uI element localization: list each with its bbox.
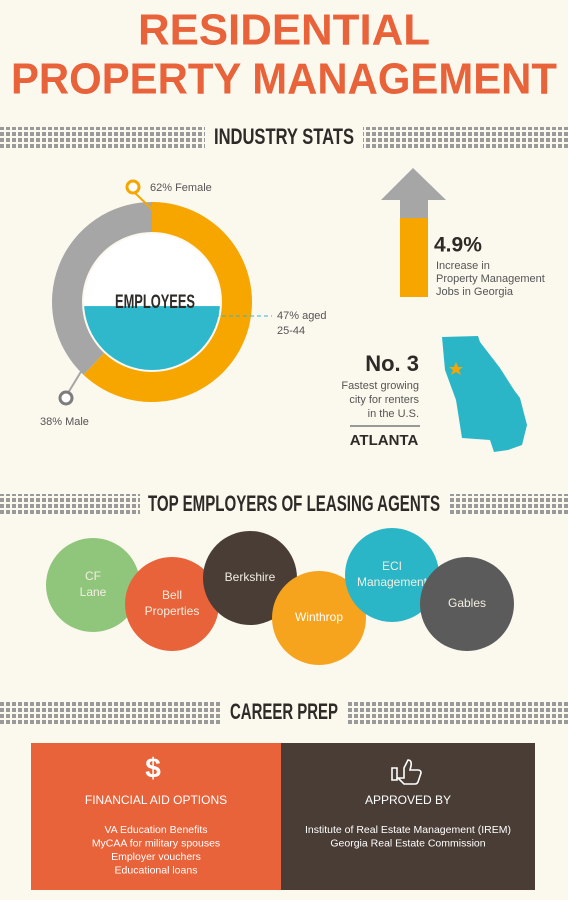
arrow-shaft	[400, 200, 428, 218]
growth-caption: Increase in	[436, 260, 490, 272]
box-item: VA Education Benefits	[104, 824, 207, 836]
arrow-head	[381, 168, 446, 200]
georgia-map	[442, 336, 527, 452]
career-text: FINANCIAL AID OPTIONS VA Education Benefi…	[85, 793, 511, 876]
rank-caption: city for renters	[349, 394, 419, 406]
box-item: Employer vouchers	[111, 851, 201, 863]
employer-name: Management	[357, 575, 428, 589]
employer-circle	[203, 531, 297, 625]
pointer-dot	[58, 390, 74, 406]
employer-name: Lane	[80, 585, 107, 599]
employer-name: Bell	[162, 588, 182, 602]
employer-circle	[272, 571, 366, 665]
section-heading: TOP EMPLOYERS OF LEASING AGENTS	[148, 491, 440, 516]
employer-name: Berkshire	[225, 570, 276, 584]
rank-caption: Fastest growing	[341, 380, 419, 392]
employer-name: ECI	[382, 559, 402, 573]
box-item: Georgia Real Estate Commission	[330, 837, 485, 849]
box-item: Educational loans	[115, 864, 198, 876]
box-item: MyCAA for military spouses	[92, 837, 220, 849]
donut-label: EMPLOYEES	[115, 292, 195, 313]
arrow-fill	[400, 218, 428, 297]
donut-segment	[83, 202, 253, 402]
heading-bg	[140, 489, 448, 521]
employer-circle	[345, 528, 439, 622]
growth-caption: Property Management	[436, 273, 545, 285]
pointer	[67, 369, 83, 394]
employer-name: CF	[85, 569, 101, 583]
rank-title: No. 3	[365, 351, 419, 376]
box-title: APPROVED BY	[365, 793, 451, 807]
donut-segment	[52, 202, 152, 375]
thumbs-icon	[391, 759, 422, 785]
growth-caption: Jobs in Georgia	[436, 286, 514, 298]
title: PROPERTY MANAGEMENT	[11, 55, 557, 104]
rank-caption: in the U.S.	[368, 408, 419, 420]
city: ATLANTA	[350, 432, 419, 449]
pointer-dot	[125, 179, 141, 195]
employers: CF Lane Bell Properties Berkshire Winthrop ECI…	[46, 528, 514, 665]
dollar-icon: $	[145, 752, 161, 783]
growth-value: 4.9%	[434, 234, 482, 257]
box	[31, 743, 281, 890]
male-label: 38% Male	[40, 416, 89, 428]
box-title: FINANCIAL AID OPTIONS	[85, 793, 227, 807]
title: RESIDENTIAL	[138, 6, 430, 55]
employer-circle	[46, 538, 140, 632]
employer-circle	[125, 557, 219, 651]
heading-bg	[205, 122, 363, 154]
female-label: 62% Female	[150, 182, 212, 194]
section-heading: CAREER PREP	[230, 699, 338, 724]
employer-name: Gables	[448, 596, 486, 610]
box	[281, 743, 535, 890]
employer-name: Winthrop	[295, 610, 343, 624]
age-label: 25-44	[277, 325, 305, 337]
employer-name: Properties	[145, 604, 200, 618]
box-item: Institute of Real Estate Management (IRE…	[305, 824, 511, 836]
section-heading: INDUSTRY STATS	[214, 124, 354, 149]
donut	[52, 202, 253, 402]
heading-bg	[220, 697, 348, 729]
pointer	[134, 192, 159, 216]
star	[449, 362, 463, 375]
age-label: 47% aged	[277, 310, 327, 322]
employer-circle	[420, 557, 514, 651]
